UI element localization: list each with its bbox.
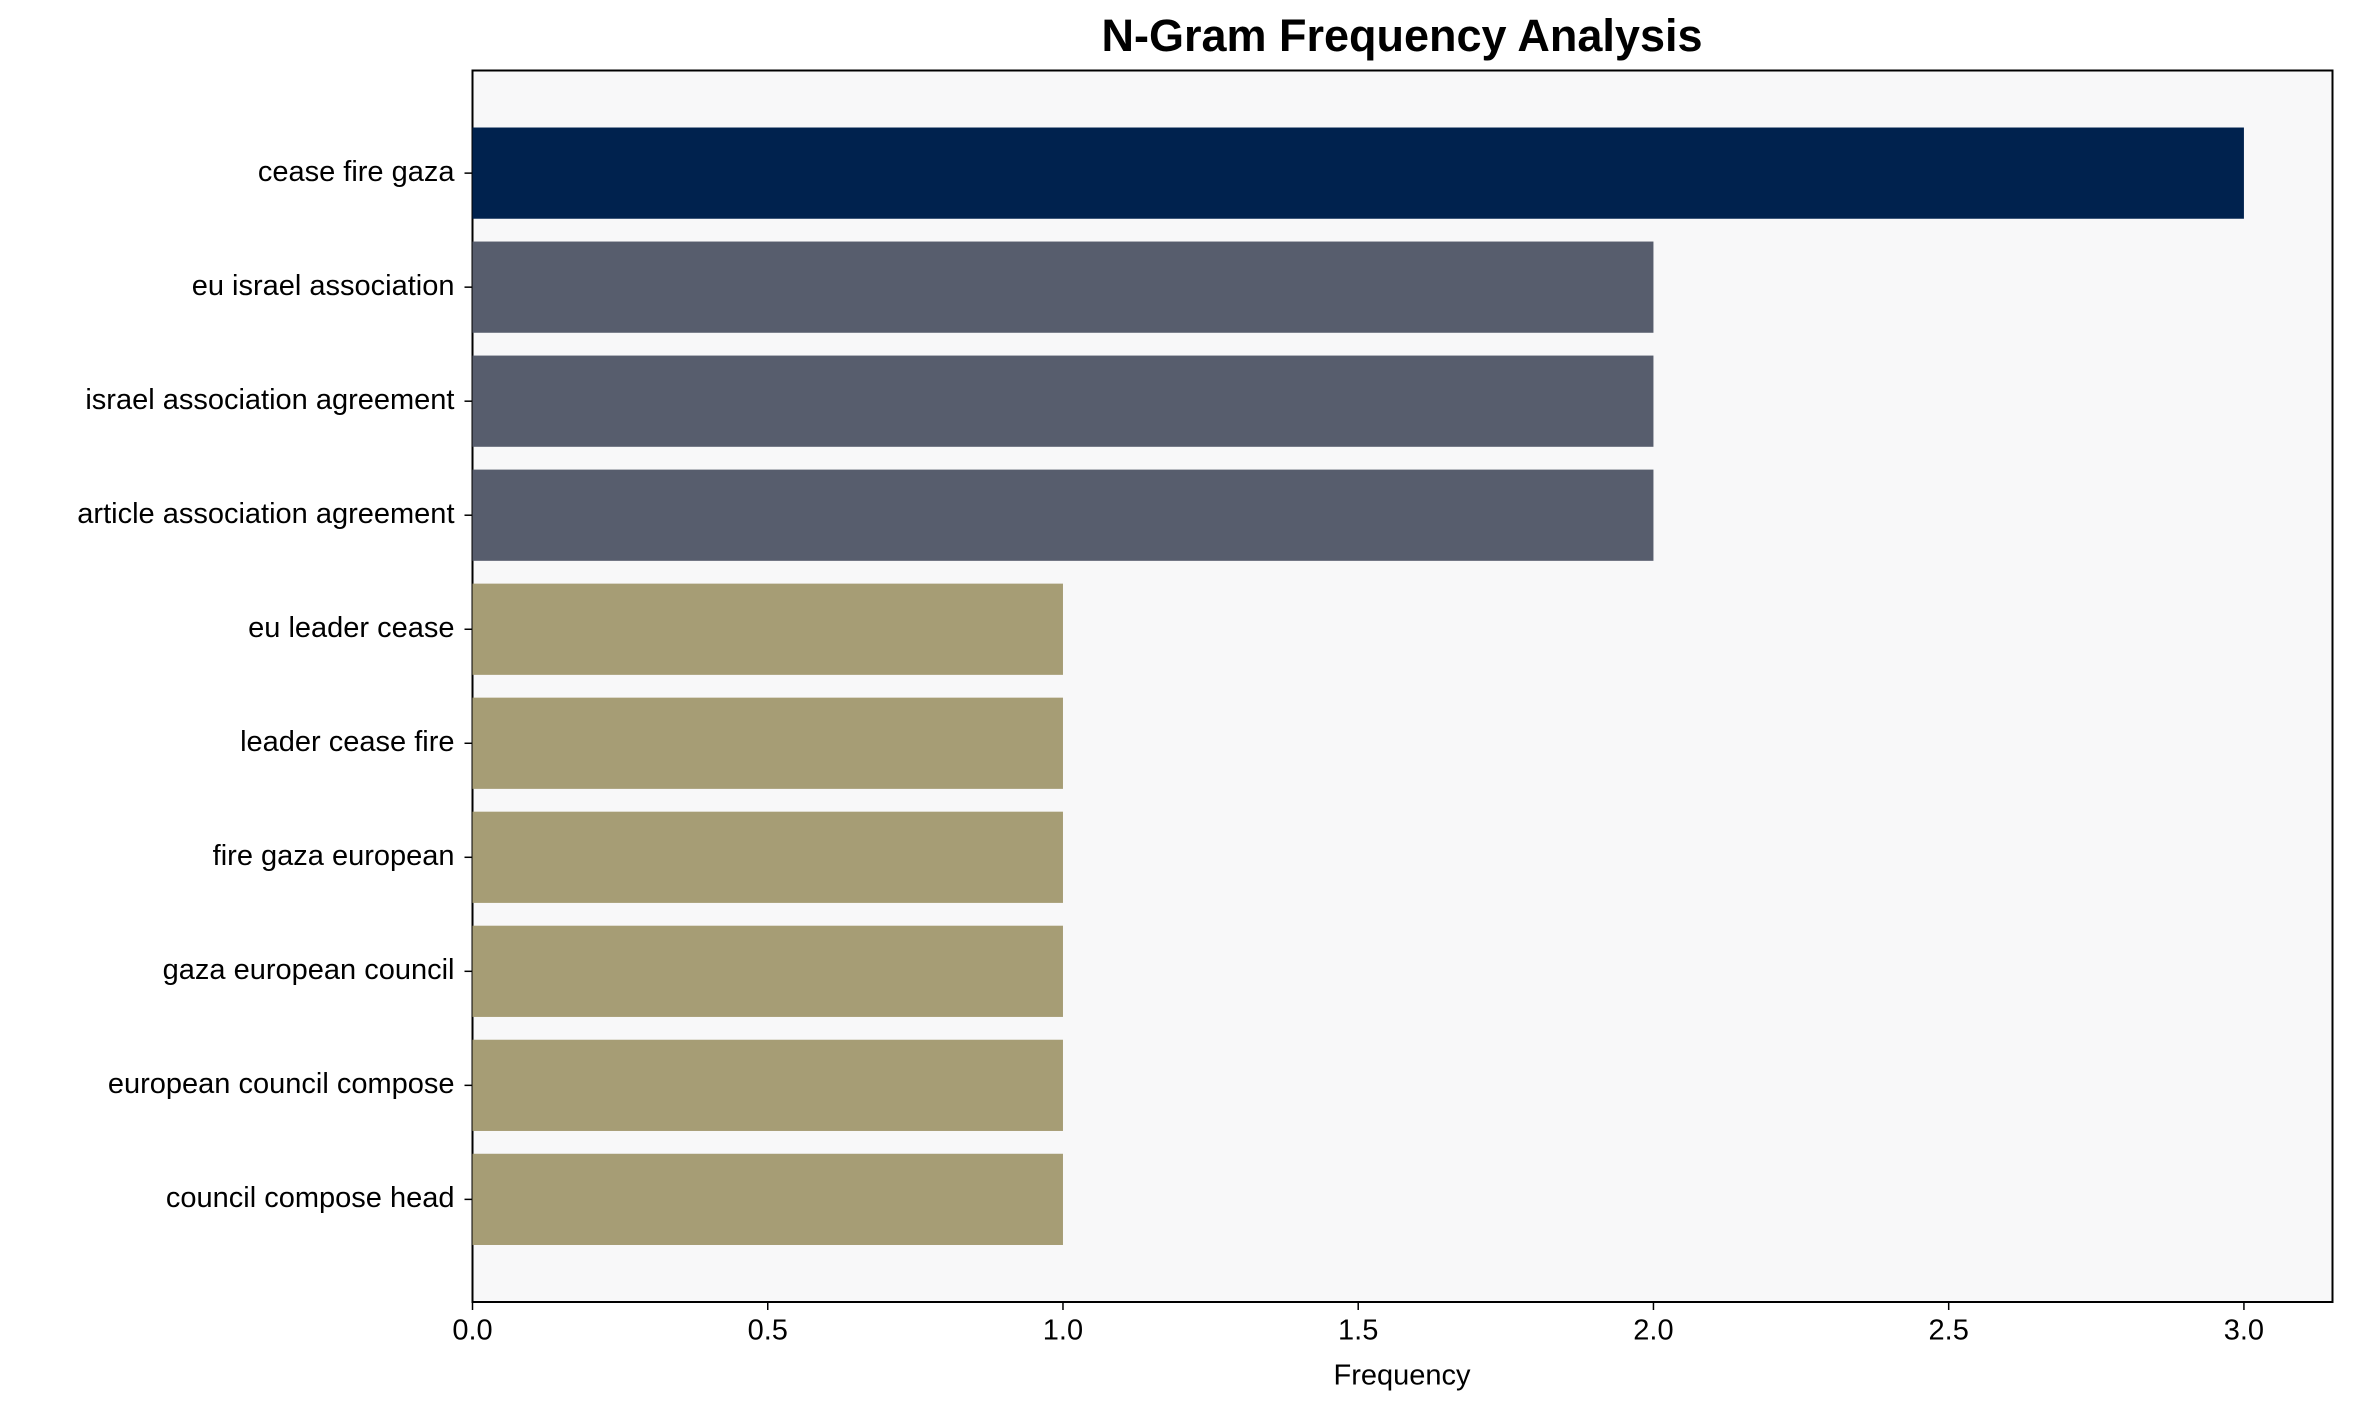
x-tick-label: 2.0 [1633, 1315, 1673, 1347]
bar [472, 241, 1654, 333]
chart-title: N-Gram Frequency Analysis [1101, 10, 1702, 61]
y-tick-label: israel association agreement [85, 384, 454, 416]
x-tick-label: 1.5 [1338, 1315, 1378, 1347]
bar [472, 1039, 1063, 1131]
bar [472, 469, 1654, 561]
bar [472, 697, 1063, 789]
x-tick-label: 3.0 [2224, 1315, 2264, 1347]
y-tick-label: council compose head [166, 1182, 455, 1214]
bar [472, 355, 1654, 447]
bar [472, 1153, 1063, 1245]
y-tick-label: leader cease fire [240, 726, 454, 758]
x-axis-label: Frequency [1333, 1360, 1471, 1392]
y-tick-label: eu leader cease [248, 612, 454, 644]
y-tick-label: fire gaza european [213, 840, 455, 872]
bar [472, 925, 1063, 1017]
x-tick-label: 1.0 [1043, 1315, 1083, 1347]
x-tick-label: 2.5 [1929, 1315, 1969, 1347]
y-tick-label: article association agreement [77, 498, 454, 530]
y-tick-label: gaza european council [163, 954, 455, 986]
bar [472, 811, 1063, 903]
bar [472, 127, 2244, 219]
x-tick-label: 0.0 [452, 1315, 492, 1347]
y-tick-label: cease fire gaza [258, 156, 456, 188]
bar [472, 583, 1063, 675]
y-tick-label: european council compose [108, 1068, 455, 1100]
x-tick-label: 0.5 [748, 1315, 788, 1347]
y-tick-label: eu israel association [192, 270, 455, 302]
